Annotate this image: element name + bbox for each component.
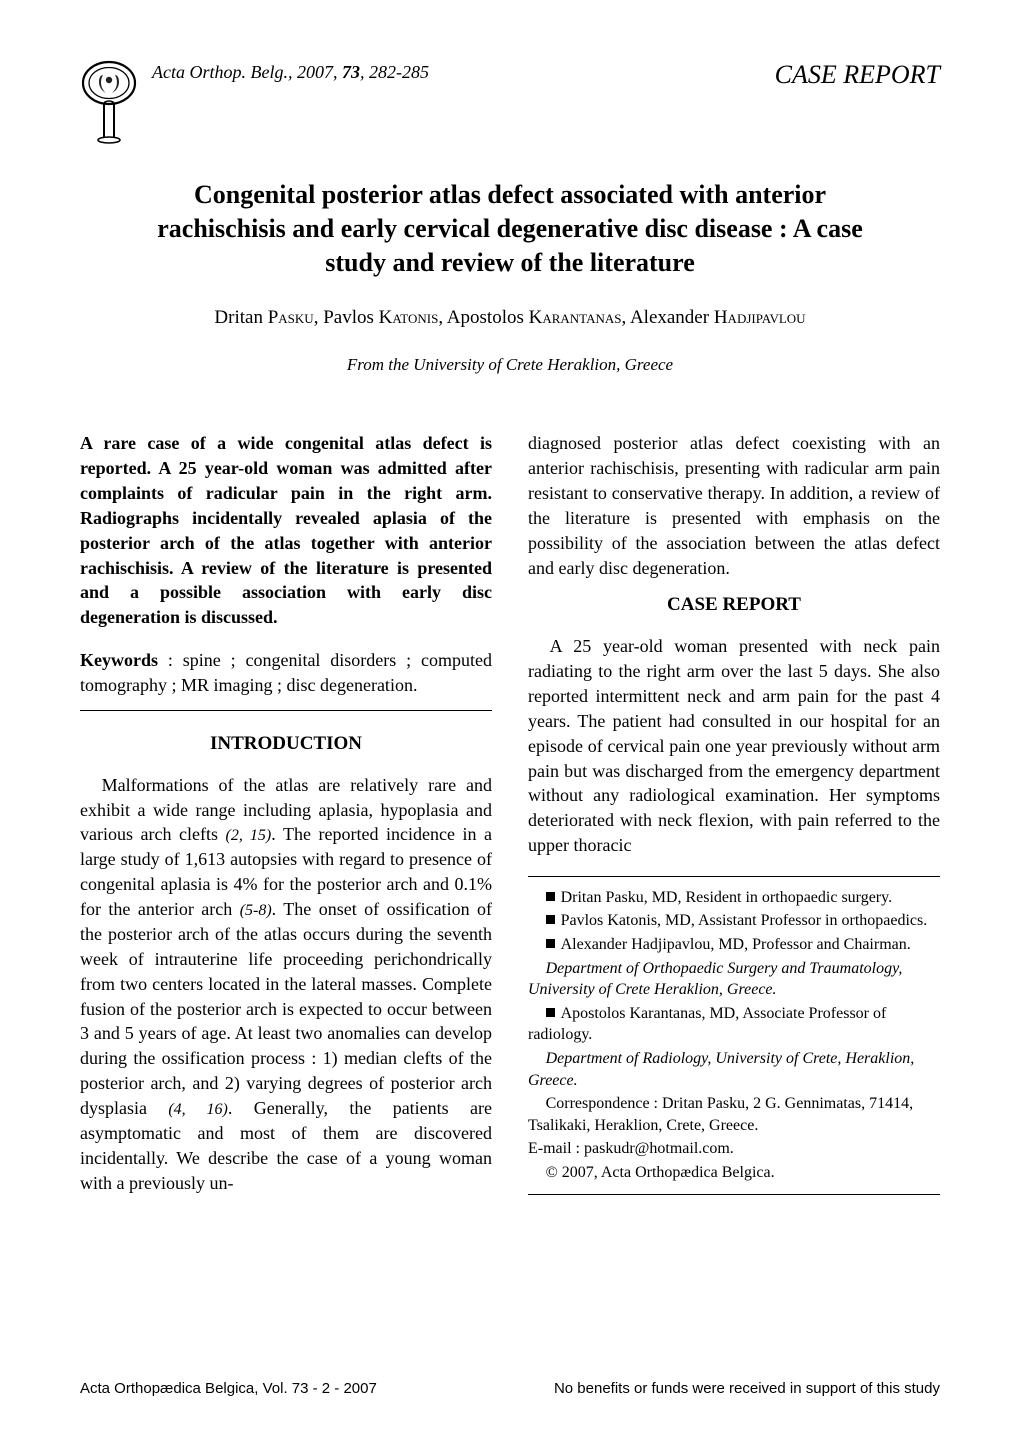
journal-ref-vol: 73 bbox=[342, 62, 360, 82]
email-line: E-mail : paskudr@hotmail.com. bbox=[528, 1138, 940, 1160]
footer-right: No benefits or funds were received in su… bbox=[554, 1380, 940, 1397]
copyright-line: © 2007, Acta Orthopædica Belgica. bbox=[528, 1162, 940, 1184]
header-left: Acta Orthop. Belg., 2007, 73, 282-285 bbox=[80, 60, 429, 144]
bullet-icon bbox=[546, 892, 555, 901]
author-sep-1: , bbox=[314, 307, 324, 328]
author-1-first: Dritan bbox=[214, 307, 267, 328]
author-4-first: Alexander bbox=[630, 307, 714, 328]
two-column-body: A rare case of a wide congenital atlas d… bbox=[80, 431, 940, 1197]
email-label: E-mail : bbox=[528, 1140, 584, 1157]
article-title: Congenital posterior atlas defect associ… bbox=[140, 178, 880, 279]
journal-ref-pages: , 282-285 bbox=[360, 62, 429, 82]
abstract-text: A rare case of a wide congenital atlas d… bbox=[80, 431, 492, 630]
footer-left: Acta Orthopædica Belgica, Vol. 73 - 2 - … bbox=[80, 1380, 377, 1397]
citation-5-8: (5-8) bbox=[240, 902, 272, 919]
section-heading-case-report: CASE REPORT bbox=[528, 594, 940, 616]
intro-text-c: . The onset of ossification of the poste… bbox=[80, 899, 492, 1118]
author-info-line-3: Alexander Hadjipavlou, MD, Professor and… bbox=[528, 934, 940, 956]
section-heading-introduction: INTRODUCTION bbox=[80, 733, 492, 755]
author-1-last: Pasku bbox=[268, 307, 314, 328]
author-info-line-2: Pavlos Katonis, MD, Assistant Professor … bbox=[528, 910, 940, 932]
citation-4-16: (4, 16) bbox=[168, 1101, 228, 1118]
journal-ref-year: , 2007, bbox=[288, 62, 342, 82]
author-2-first: Pavlos bbox=[323, 307, 378, 328]
author-info-2-text: Pavlos Katonis, MD, Assistant Professor … bbox=[561, 912, 928, 929]
keywords-label: Keywords bbox=[80, 650, 158, 670]
email-value: paskudr@hotmail.com. bbox=[584, 1140, 734, 1157]
divider-rule bbox=[80, 710, 492, 711]
affiliation: From the University of Crete Heraklion, … bbox=[80, 355, 940, 375]
page-footer: Acta Orthopædica Belgica, Vol. 73 - 2 - … bbox=[80, 1380, 940, 1397]
intro-continuation-paragraph: diagnosed posterior atlas defect coexist… bbox=[528, 431, 940, 580]
bullet-icon bbox=[546, 1008, 555, 1017]
journal-ref-prefix: Acta Orthop. Belg. bbox=[152, 62, 288, 82]
author-info-box: Dritan Pasku, MD, Resident in orthopaedi… bbox=[528, 876, 940, 1195]
correspondence: Correspondence : Dritan Pasku, 2 G. Genn… bbox=[528, 1093, 940, 1136]
author-3-first: Apostolos bbox=[447, 307, 529, 328]
journal-reference: Acta Orthop. Belg., 2007, 73, 282-285 bbox=[152, 60, 429, 83]
author-4-last: Hadjipavlou bbox=[714, 307, 806, 328]
case-report-paragraph: A 25 year-old woman presented with neck … bbox=[528, 634, 940, 857]
author-2-last: Katonis bbox=[379, 307, 439, 328]
author-info-1-text: Dritan Pasku, MD, Resident in orthopaedi… bbox=[561, 889, 893, 906]
author-sep-2: , bbox=[438, 307, 446, 328]
department-2: Department of Radiology, University of C… bbox=[528, 1048, 940, 1091]
author-info-4-text: Apostolos Karantanas, MD, Associate Prof… bbox=[528, 1005, 886, 1044]
introduction-paragraph: Malformations of the atlas are relativel… bbox=[80, 773, 492, 1196]
authors-line: Dritan Pasku, Pavlos Katonis, Apostolos … bbox=[80, 307, 940, 329]
author-info-3-text: Alexander Hadjipavlou, MD, Professor and… bbox=[561, 936, 911, 953]
author-sep-3: , bbox=[621, 307, 629, 328]
bullet-icon bbox=[546, 915, 555, 924]
header-row: Acta Orthop. Belg., 2007, 73, 282-285 CA… bbox=[80, 60, 940, 144]
left-column: A rare case of a wide congenital atlas d… bbox=[80, 431, 492, 1197]
department-1: Department of Orthopaedic Surgery and Tr… bbox=[528, 958, 940, 1001]
bullet-icon bbox=[546, 939, 555, 948]
author-info-line-1: Dritan Pasku, MD, Resident in orthopaedi… bbox=[528, 887, 940, 909]
keywords-line: Keywords : spine ; congenital disorders … bbox=[80, 648, 492, 698]
page: Acta Orthop. Belg., 2007, 73, 282-285 CA… bbox=[0, 0, 1020, 1443]
citation-2-15: (2, 15) bbox=[226, 827, 272, 844]
author-3-last: Karantanas bbox=[529, 307, 622, 328]
journal-seal-icon bbox=[80, 60, 138, 144]
right-column: diagnosed posterior atlas defect coexist… bbox=[528, 431, 940, 1197]
article-type-label: CASE REPORT bbox=[775, 60, 940, 90]
author-info-line-4: Apostolos Karantanas, MD, Associate Prof… bbox=[528, 1003, 940, 1046]
